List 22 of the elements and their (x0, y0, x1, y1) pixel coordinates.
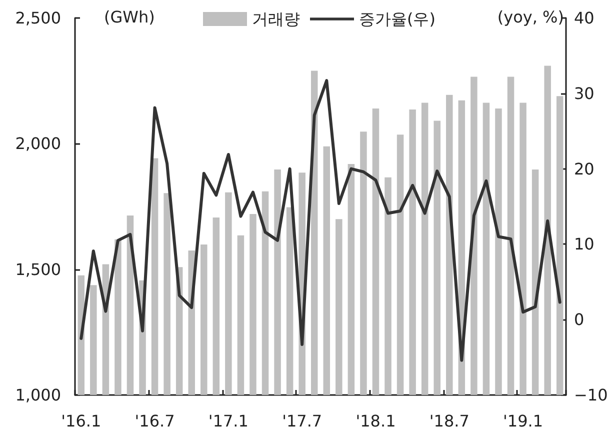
x-tick-label: '17.7 (282, 412, 322, 430)
y-tick-label: 1,000 (15, 386, 61, 404)
x-tick-label: '16.1 (61, 412, 102, 430)
x-tick-label: '18.7 (429, 412, 470, 430)
line-series (80, 79, 562, 362)
y-axis-title: (GWh) (104, 8, 155, 26)
y2-axis-title: (yoy, %) (497, 8, 564, 26)
y2-tick-label: −10 (574, 386, 608, 404)
y-tick-label: 1,500 (15, 260, 61, 279)
y2-tick-label: 10 (574, 234, 594, 254)
legend-label: 거래량 (252, 10, 300, 28)
x-tick-label: '18.1 (356, 412, 396, 430)
y-tick-label: 2,500 (15, 8, 61, 28)
y2-tick-label: 30 (574, 84, 594, 103)
x-tick-label: '17.1 (208, 412, 248, 430)
legend-label: 증가율(우) (359, 10, 436, 28)
y2-tick-label: 40 (574, 8, 594, 28)
y2-tick-label: 0 (574, 310, 584, 330)
y-tick-label: 2,000 (15, 134, 61, 154)
x-tick-label: '16.7 (134, 412, 175, 430)
x-tick-label: '19.1 (503, 412, 544, 430)
y2-tick-label: 20 (574, 159, 594, 178)
